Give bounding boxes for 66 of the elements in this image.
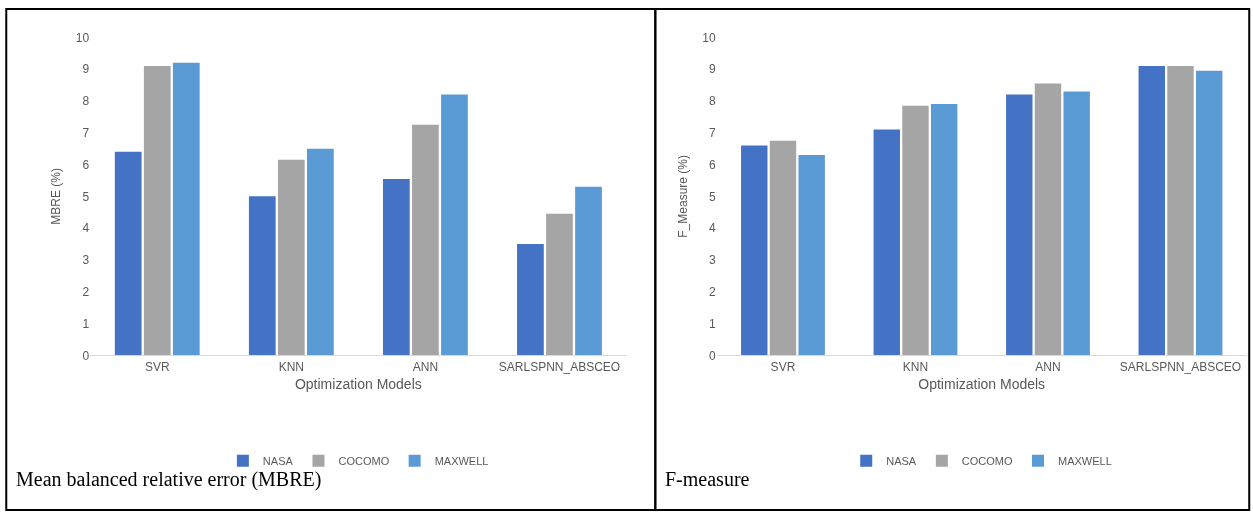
bar	[1034, 83, 1062, 356]
bar	[248, 196, 276, 356]
y-tick-label: 9	[82, 62, 90, 77]
y-tick-label: 10	[702, 30, 717, 45]
y-tick-label: 9	[709, 62, 717, 77]
y-tick-label: 5	[82, 189, 90, 204]
y-axis-title: F_Measure (%)	[675, 155, 690, 238]
y-tick-label: 5	[709, 189, 717, 204]
y-tick-label: 0	[82, 348, 90, 363]
bar	[307, 148, 334, 356]
y-tick-label: 2	[82, 285, 90, 300]
legend-label: COCOMO	[961, 455, 1014, 468]
bar	[741, 145, 768, 356]
y-tick-label: 7	[82, 125, 90, 140]
x-axis-title: Optimization Models	[918, 376, 1046, 393]
x-tick-label: KNN	[278, 359, 304, 374]
y-tick-label: 4	[82, 221, 90, 236]
x-tick-label: SVR	[770, 359, 796, 374]
bar	[441, 94, 468, 356]
x-tick-label: SARLSPNN_ABSCEO	[498, 359, 621, 374]
bar	[1006, 94, 1033, 356]
bar	[873, 129, 900, 356]
x-tick-label: ANN	[412, 359, 439, 374]
legend-label: COCOMO	[338, 455, 390, 468]
y-tick-label: 6	[709, 157, 717, 172]
bar	[172, 62, 200, 356]
bar	[769, 140, 797, 356]
bar	[1167, 65, 1194, 356]
y-tick-label: 0	[709, 348, 717, 363]
bar	[798, 155, 825, 356]
y-tick-label: 10	[75, 30, 90, 45]
bar	[1063, 91, 1090, 356]
y-tick-label: 3	[709, 253, 717, 268]
text: Mean balanced relative error (MBRE)	[16, 468, 322, 491]
bar	[1195, 70, 1223, 356]
bar	[546, 213, 573, 356]
legend-label: NASA	[262, 455, 294, 468]
bar	[575, 186, 602, 356]
bar	[1138, 65, 1165, 356]
bar	[930, 104, 958, 356]
bar	[277, 159, 305, 356]
y-tick-label: 7	[709, 125, 717, 140]
x-tick-label: SARLSPNN_ABSCEO	[1119, 359, 1242, 374]
bar	[143, 65, 171, 356]
y-tick-label: 6	[82, 157, 90, 172]
legend-label: MAXWELL	[434, 455, 489, 468]
y-tick-label: 4	[709, 221, 717, 236]
y-tick-label: 8	[82, 94, 90, 109]
bar	[517, 244, 544, 356]
y-tick-label: 3	[82, 253, 90, 268]
x-tick-label: KNN	[902, 359, 929, 374]
y-tick-label: 1	[82, 316, 90, 331]
legend-label: MAXWELL	[1058, 455, 1112, 468]
x-axis-title: Optimization Models	[294, 376, 422, 393]
x-tick-label: SVR	[144, 359, 170, 374]
bar	[412, 124, 439, 356]
bar	[902, 105, 929, 356]
y-tick-label: 8	[709, 94, 717, 109]
bar	[382, 178, 410, 356]
x-tick-label: ANN	[1035, 359, 1061, 374]
legend-label: NASA	[886, 455, 917, 468]
bar	[114, 151, 142, 356]
text: F-measure	[665, 468, 750, 490]
y-tick-label: 2	[709, 285, 717, 300]
y-axis-title: MBRE (%)	[49, 168, 64, 225]
y-tick-label: 1	[709, 316, 717, 331]
